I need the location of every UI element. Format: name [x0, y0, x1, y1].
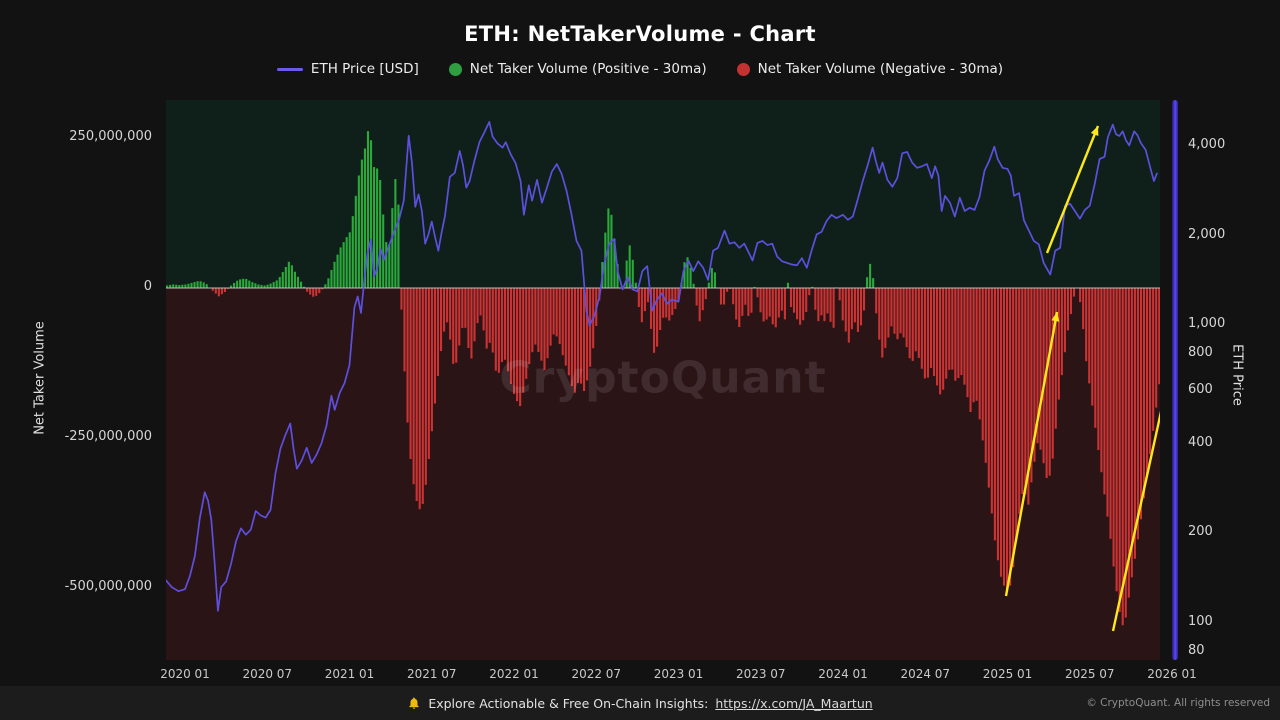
- tick-label: 2026 01: [1147, 667, 1197, 681]
- tick-label: 2023 07: [735, 667, 786, 681]
- chart-canvas[interactable]: [166, 100, 1160, 660]
- tick-label: 600: [1188, 382, 1213, 398]
- copyright-text: © CryptoQuant. All rights reserved: [1086, 697, 1270, 709]
- price-axis-highlight-strip: [1172, 100, 1178, 660]
- footer-link[interactable]: https://x.com/JA_Maartun: [715, 695, 873, 711]
- red-dot-icon: [736, 62, 750, 76]
- bell-icon: [409, 697, 419, 709]
- right-axis-title: ETH Price: [1229, 344, 1245, 406]
- tick-label: 2024 07: [900, 667, 951, 681]
- legend: ETH Price [USD] Net Taker Volume (Positi…: [0, 61, 1280, 77]
- footer-bar: Explore Actionable & Free On-Chain Insig…: [0, 686, 1280, 720]
- legend-label-positive-volume: Net Taker Volume (Positive - 30ma): [469, 61, 707, 77]
- tick-label: 2021 07: [406, 667, 457, 681]
- tick-label: 2025 07: [1064, 667, 1115, 681]
- tick-label: 80: [1188, 642, 1205, 658]
- chart-title: ETH: NetTakerVolume - Chart: [464, 22, 816, 46]
- line-swatch-icon: [276, 67, 303, 71]
- legend-item-eth-price[interactable]: ETH Price [USD]: [276, 61, 419, 77]
- tick-label: 100: [1188, 614, 1213, 630]
- tick-label: 2020 01: [160, 667, 210, 681]
- tick-label: 200: [1188, 524, 1213, 540]
- footer-text: Explore Actionable & Free On-Chain Insig…: [428, 695, 709, 711]
- tick-label: -250,000,000: [64, 429, 152, 444]
- tick-label: 2022 07: [571, 667, 622, 681]
- tick-label: -500,000,000: [64, 579, 152, 594]
- legend-item-negative-volume[interactable]: Net Taker Volume (Negative - 30ma): [736, 61, 1004, 77]
- tick-label: 2021 01: [324, 667, 375, 681]
- tick-label: 4,000: [1188, 137, 1226, 152]
- tick-label: 400: [1188, 434, 1213, 450]
- tick-label: 2024 01: [818, 667, 868, 681]
- tick-label: 0: [143, 279, 152, 294]
- legend-item-positive-volume[interactable]: Net Taker Volume (Positive - 30ma): [448, 61, 707, 77]
- tick-label: 2020 07: [242, 667, 293, 681]
- left-axis-title: Net Taker Volume: [32, 321, 48, 435]
- tick-label: 800: [1188, 345, 1213, 361]
- tick-label: 2022 01: [489, 667, 539, 681]
- tick-label: 2023 01: [653, 667, 704, 681]
- tick-label: 250,000,000: [69, 129, 152, 144]
- legend-label-negative-volume: Net Taker Volume (Negative - 30ma): [757, 61, 1004, 77]
- legend-label-eth-price: ETH Price [USD]: [310, 61, 419, 77]
- tick-label: 2,000: [1188, 226, 1226, 242]
- tick-label: 2025 01: [982, 667, 1033, 681]
- tick-label: 1,000: [1188, 316, 1226, 332]
- green-dot-icon: [448, 62, 462, 76]
